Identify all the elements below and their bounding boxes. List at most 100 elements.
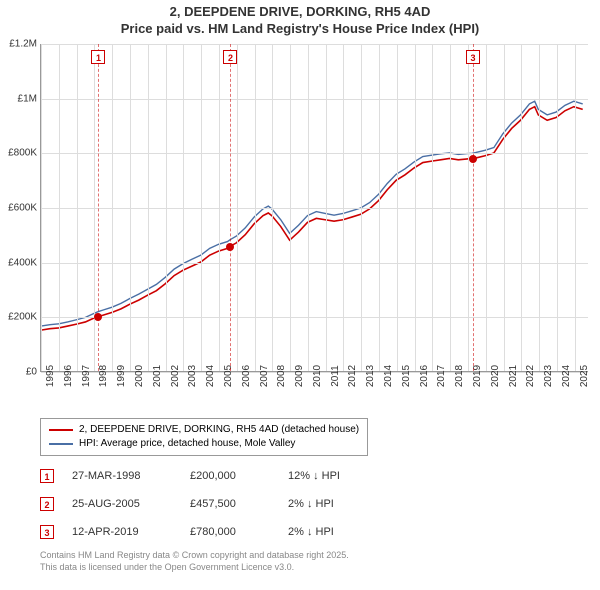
gridline-vertical xyxy=(432,44,433,371)
gridline-horizontal xyxy=(41,44,588,45)
transaction-date: 12-APR-2019 xyxy=(72,526,172,538)
gridline-vertical xyxy=(130,44,131,371)
gridline-vertical xyxy=(521,44,522,371)
x-axis-tick-label: 2012 xyxy=(347,365,358,387)
gridline-vertical xyxy=(255,44,256,371)
chart-plot-area: £0£200K£400K£600K£800K£1M£1.2M1995199619… xyxy=(40,44,588,372)
gridline-vertical xyxy=(379,44,380,371)
marker-number-box: 1 xyxy=(91,50,105,64)
x-axis-tick-label: 2016 xyxy=(419,365,430,387)
transaction-diff: 2% ↓ HPI xyxy=(288,526,378,538)
transaction-row: 2 25-AUG-2005 £457,500 2% ↓ HPI xyxy=(40,490,378,518)
gridline-horizontal xyxy=(41,208,588,209)
transaction-date: 25-AUG-2005 xyxy=(72,498,172,510)
chart-legend: 2, DEEPDENE DRIVE, DORKING, RH5 4AD (det… xyxy=(40,418,368,456)
chart-title: 2, DEEPDENE DRIVE, DORKING, RH5 4AD Pric… xyxy=(0,0,600,40)
gridline-vertical xyxy=(326,44,327,371)
gridline-vertical xyxy=(468,44,469,371)
x-axis-tick-label: 1997 xyxy=(81,365,92,387)
x-axis-tick-label: 2000 xyxy=(134,365,145,387)
chart-footer: Contains HM Land Registry data © Crown c… xyxy=(40,550,349,573)
gridline-vertical xyxy=(308,44,309,371)
x-axis-tick-label: 2001 xyxy=(152,365,163,387)
gridline-vertical xyxy=(183,44,184,371)
x-axis-tick-label: 1999 xyxy=(116,365,127,387)
gridline-vertical xyxy=(166,44,167,371)
gridline-vertical xyxy=(219,44,220,371)
gridline-vertical xyxy=(361,44,362,371)
gridline-vertical xyxy=(486,44,487,371)
transaction-id-box: 2 xyxy=(40,497,54,511)
x-axis-tick-label: 2024 xyxy=(561,365,572,387)
x-axis-tick-label: 2025 xyxy=(579,365,590,387)
x-axis-tick-label: 2008 xyxy=(276,365,287,387)
marker-dot xyxy=(94,313,102,321)
marker-number-box: 2 xyxy=(223,50,237,64)
x-axis-tick-label: 2010 xyxy=(312,365,323,387)
x-axis-tick-label: 2003 xyxy=(187,365,198,387)
x-axis-tick-label: 2023 xyxy=(543,365,554,387)
gridline-vertical xyxy=(148,44,149,371)
marker-number-box: 3 xyxy=(466,50,480,64)
y-axis-tick-label: £0 xyxy=(3,367,37,378)
transaction-price: £457,500 xyxy=(190,498,270,510)
series-line-hpi xyxy=(41,101,583,326)
gridline-vertical xyxy=(575,44,576,371)
x-axis-tick-label: 2017 xyxy=(436,365,447,387)
footer-line-2: This data is licensed under the Open Gov… xyxy=(40,562,349,574)
gridline-vertical xyxy=(237,44,238,371)
x-axis-tick-label: 2006 xyxy=(241,365,252,387)
transaction-id-box: 1 xyxy=(40,469,54,483)
gridline-vertical xyxy=(201,44,202,371)
x-axis-tick-label: 1995 xyxy=(45,365,56,387)
gridline-horizontal xyxy=(41,317,588,318)
transaction-price: £200,000 xyxy=(190,470,270,482)
legend-item: HPI: Average price, detached house, Mole… xyxy=(49,437,359,451)
transaction-diff: 2% ↓ HPI xyxy=(288,498,378,510)
gridline-vertical xyxy=(290,44,291,371)
gridline-horizontal xyxy=(41,263,588,264)
gridline-vertical xyxy=(504,44,505,371)
y-axis-tick-label: £400K xyxy=(3,257,37,268)
x-axis-tick-label: 2004 xyxy=(205,365,216,387)
x-axis-tick-label: 2005 xyxy=(223,365,234,387)
gridline-vertical xyxy=(59,44,60,371)
marker-dot xyxy=(469,155,477,163)
gridline-vertical xyxy=(539,44,540,371)
transaction-row: 1 27-MAR-1998 £200,000 12% ↓ HPI xyxy=(40,462,378,490)
legend-swatch xyxy=(49,429,73,431)
transaction-date: 27-MAR-1998 xyxy=(72,470,172,482)
marker-vertical-line xyxy=(230,44,231,371)
legend-swatch xyxy=(49,443,73,445)
legend-item: 2, DEEPDENE DRIVE, DORKING, RH5 4AD (det… xyxy=(49,423,359,437)
x-axis-tick-label: 2014 xyxy=(383,365,394,387)
x-axis-tick-label: 2002 xyxy=(170,365,181,387)
gridline-vertical xyxy=(343,44,344,371)
series-line-price_paid xyxy=(41,107,583,330)
x-axis-tick-label: 2018 xyxy=(454,365,465,387)
x-axis-tick-label: 2015 xyxy=(401,365,412,387)
x-axis-tick-label: 2020 xyxy=(490,365,501,387)
x-axis-tick-label: 2021 xyxy=(508,365,519,387)
gridline-vertical xyxy=(77,44,78,371)
y-axis-tick-label: £600K xyxy=(3,203,37,214)
gridline-vertical xyxy=(41,44,42,371)
transaction-table: 1 27-MAR-1998 £200,000 12% ↓ HPI 2 25-AUG-200… xyxy=(40,462,378,546)
gridline-vertical xyxy=(397,44,398,371)
title-line-1: 2, DEEPDENE DRIVE, DORKING, RH5 4AD xyxy=(0,4,600,21)
transaction-row: 312-APR-2019£780,0002% ↓ HPI xyxy=(40,518,378,546)
transaction-diff: 12% ↓ HPI xyxy=(288,470,378,482)
legend-label: 2, DEEPDENE DRIVE, DORKING, RH5 4AD (det… xyxy=(79,423,359,437)
gridline-horizontal xyxy=(41,153,588,154)
gridline-vertical xyxy=(415,44,416,371)
chart-container: { "title": { "line1": "2, DEEPDENE DRIVE… xyxy=(0,0,600,590)
footer-line-1: Contains HM Land Registry data © Crown c… xyxy=(40,550,349,562)
gridline-vertical xyxy=(557,44,558,371)
transaction-price: £780,000 xyxy=(190,526,270,538)
x-axis-tick-label: 2007 xyxy=(259,365,270,387)
title-line-2: Price paid vs. HM Land Registry's House … xyxy=(0,21,600,38)
y-axis-tick-label: £1.2M xyxy=(3,39,37,50)
marker-vertical-line xyxy=(473,44,474,371)
y-axis-tick-label: £200K xyxy=(3,312,37,323)
gridline-vertical xyxy=(94,44,95,371)
